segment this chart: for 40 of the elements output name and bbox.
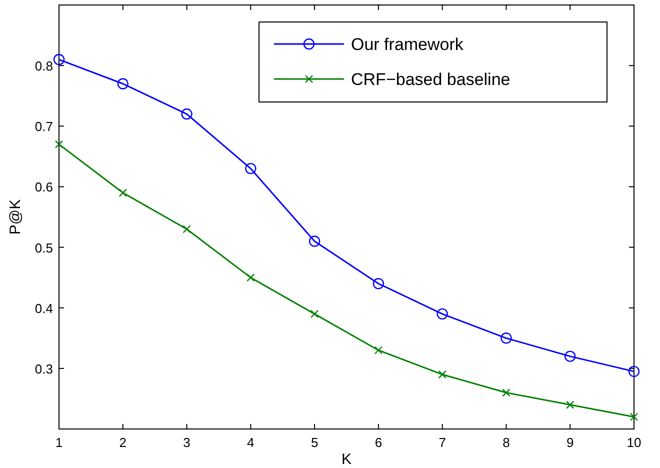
point	[308, 236, 320, 247]
point	[118, 188, 127, 197]
x-tick-label: 7	[438, 435, 446, 450]
point	[245, 162, 256, 174]
y-tick-label: 0.8	[34, 58, 53, 74]
x-tick-label: 6	[374, 435, 382, 450]
x-axis-title: K	[341, 451, 352, 468]
point	[500, 332, 512, 344]
x-tick-label: 3	[183, 435, 190, 450]
x-tick-label: 2	[119, 435, 127, 450]
x-tick-label: 5	[310, 435, 318, 450]
x-tick-label: 8	[502, 435, 510, 450]
x-tick-label: 9	[566, 435, 574, 450]
x-tick-label: 10	[626, 435, 642, 450]
point	[502, 388, 510, 397]
point	[181, 108, 192, 120]
legend-label: Our framework	[351, 35, 464, 54]
point	[628, 366, 640, 378]
point	[374, 346, 383, 354]
point	[310, 310, 319, 318]
y-tick-label: 0.4	[34, 300, 53, 316]
y-tick-label: 0.3	[34, 361, 53, 376]
point	[630, 412, 638, 421]
point	[53, 54, 65, 66]
x-tick-label: 4	[247, 435, 254, 450]
y-axis-title: P@K	[7, 199, 24, 235]
point	[246, 273, 255, 282]
point	[372, 278, 384, 290]
point	[566, 400, 574, 409]
point	[564, 350, 576, 362]
y-tick-label: 0.7	[34, 119, 53, 134]
point	[182, 225, 191, 234]
x-tick-label: 1	[55, 435, 63, 450]
point	[436, 308, 448, 320]
y-tick-label: 0.6	[34, 180, 53, 195]
point	[117, 78, 128, 90]
point	[438, 370, 446, 379]
legend-label: CRF−based baseline	[351, 70, 510, 89]
y-tick-label: 0.5	[34, 240, 53, 256]
point	[54, 140, 64, 148]
